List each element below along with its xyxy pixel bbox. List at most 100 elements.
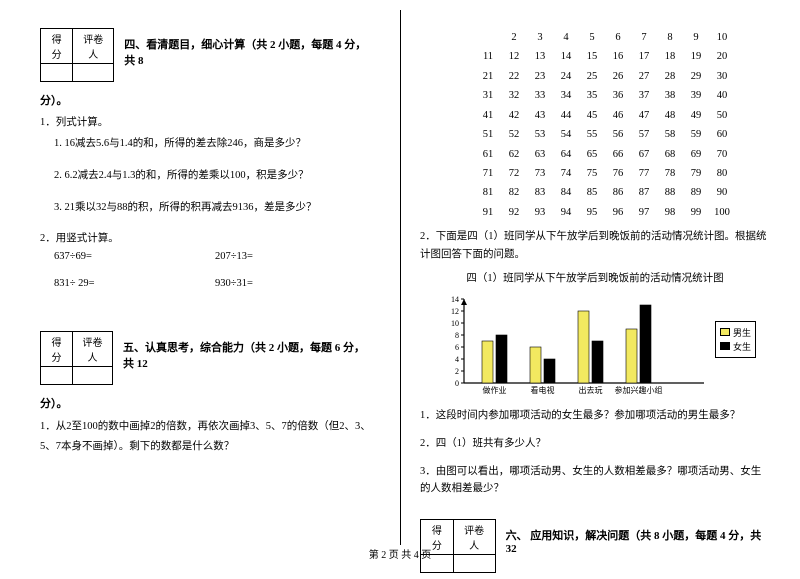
grid-cell: 47	[631, 106, 657, 125]
grid-cell: 37	[631, 86, 657, 105]
svg-text:8: 8	[455, 331, 459, 340]
grid-cell: 18	[657, 47, 683, 66]
grid-cell: 88	[657, 183, 683, 202]
grid-cell: 54	[553, 125, 579, 144]
q5-2-2: 2．四（1）班共有多少人？	[420, 435, 770, 453]
calc-3: 831÷ 29=	[54, 278, 215, 289]
q5-2-1: 1．这段时间内参加哪项活动的女生最多？参加哪项活动的男生最多？	[420, 407, 770, 425]
grid-cell: 90	[709, 183, 735, 202]
grid-cell: 21	[475, 67, 501, 86]
grid-cell: 86	[605, 183, 631, 202]
grid-cell: 55	[579, 125, 605, 144]
q4-1-2: 2. 6.2减去2.4与1.3的和，所得的差乘以100，积是多少？	[54, 167, 376, 185]
grid-cell: 67	[631, 145, 657, 164]
grid-cell: 46	[605, 106, 631, 125]
svg-text:2: 2	[455, 367, 459, 376]
grid-cell: 12	[501, 47, 527, 66]
grid-cell: 84	[553, 183, 579, 202]
grid-cell: 75	[579, 164, 605, 183]
legend-swatch-boys	[720, 328, 730, 336]
grid-cell: 20	[709, 47, 735, 66]
grid-cell: 97	[631, 203, 657, 222]
grid-cell: 13	[527, 47, 553, 66]
grid-cell: 91	[475, 203, 501, 222]
grid-cell: 11	[475, 47, 501, 66]
grid-cell: 41	[475, 106, 501, 125]
grid-cell: 99	[683, 203, 709, 222]
grid-cell: 59	[683, 125, 709, 144]
grid-cell: 73	[527, 164, 553, 183]
section-4-title-a: 四、看清题目，细心计算（共 2 小题，每题 4 分，共 8	[114, 28, 376, 68]
grid-cell	[475, 28, 501, 47]
calc-4: 930÷31=	[215, 278, 376, 289]
grid-cell: 96	[605, 203, 631, 222]
grid-cell: 98	[657, 203, 683, 222]
grid-cell: 56	[605, 125, 631, 144]
svg-text:出去玩: 出去玩	[579, 385, 603, 395]
grid-cell: 36	[605, 86, 631, 105]
grid-cell: 79	[683, 164, 709, 183]
grid-cell: 53	[527, 125, 553, 144]
q4-2: 2．用竖式计算。	[40, 230, 376, 248]
calc-row-2: 831÷ 29= 930÷31=	[54, 278, 376, 289]
grid-cell: 48	[657, 106, 683, 125]
bar-chart: 02468101214做作业看电视出去玩参加兴趣小组 男生 女生	[440, 291, 750, 401]
grid-cell: 4	[553, 28, 579, 47]
grid-cell: 19	[683, 47, 709, 66]
grid-cell: 76	[605, 164, 631, 183]
svg-text:10: 10	[451, 319, 459, 328]
right-column: 2345678910111213141516171819202122232425…	[400, 0, 800, 545]
grid-cell: 87	[631, 183, 657, 202]
grid-cell: 38	[657, 86, 683, 105]
grid-cell: 49	[683, 106, 709, 125]
grid-cell: 68	[657, 145, 683, 164]
grid-cell: 23	[527, 67, 553, 86]
grid-cell: 63	[527, 145, 553, 164]
grid-cell: 7	[631, 28, 657, 47]
score-label: 得分	[41, 29, 73, 64]
grader-label: 评卷人	[73, 29, 114, 64]
grid-cell: 3	[527, 28, 553, 47]
grid-cell: 82	[501, 183, 527, 202]
section-5-title-a: 五、认真思考，综合能力（共 2 小题，每题 6 分，共 12	[113, 331, 376, 371]
grid-cell: 34	[553, 86, 579, 105]
page-footer: 第 2 页 共 4 页	[0, 546, 800, 561]
grid-cell: 72	[501, 164, 527, 183]
q4-1: 1．列式计算。	[40, 114, 376, 132]
grid-cell: 78	[657, 164, 683, 183]
svg-text:4: 4	[455, 355, 459, 364]
legend-girls: 女生	[733, 340, 751, 353]
svg-text:6: 6	[455, 343, 459, 352]
grid-cell: 61	[475, 145, 501, 164]
grid-cell: 83	[527, 183, 553, 202]
grid-cell: 64	[553, 145, 579, 164]
grid-cell: 51	[475, 125, 501, 144]
grid-cell: 9	[683, 28, 709, 47]
grid-cell: 70	[709, 145, 735, 164]
grid-cell: 24	[553, 67, 579, 86]
left-column: 得分评卷人 四、看清题目，细心计算（共 2 小题，每题 4 分，共 8 分）。 …	[0, 0, 400, 545]
grid-cell: 27	[631, 67, 657, 86]
q4-1-1: 1. 16减去5.6与1.4的和，所得的差去除246，商是多少？	[54, 135, 376, 153]
grid-cell: 89	[683, 183, 709, 202]
grid-cell: 69	[683, 145, 709, 164]
section-4-title-b: 分）。	[40, 92, 376, 108]
svg-text:看电视: 看电视	[531, 385, 555, 395]
grid-cell: 40	[709, 86, 735, 105]
svg-text:14: 14	[451, 295, 459, 304]
q5-1: 1．从2至100的数中画掉2的倍数，再依次画掉3、5、7的倍数（但2、3、5、7…	[40, 417, 376, 457]
grid-cell: 52	[501, 125, 527, 144]
grid-cell: 28	[657, 67, 683, 86]
grid-cell: 45	[579, 106, 605, 125]
chart-title: 四（1）班同学从下午放学后到晚饭前的活动情况统计图	[420, 270, 770, 285]
grid-cell: 8	[657, 28, 683, 47]
grid-cell: 60	[709, 125, 735, 144]
grid-cell: 77	[631, 164, 657, 183]
grid-cell: 26	[605, 67, 631, 86]
grid-cell: 14	[553, 47, 579, 66]
grid-cell: 66	[605, 145, 631, 164]
grid-cell: 35	[579, 86, 605, 105]
grid-cell: 95	[579, 203, 605, 222]
grid-cell: 33	[527, 86, 553, 105]
legend-swatch-girls	[720, 342, 730, 350]
